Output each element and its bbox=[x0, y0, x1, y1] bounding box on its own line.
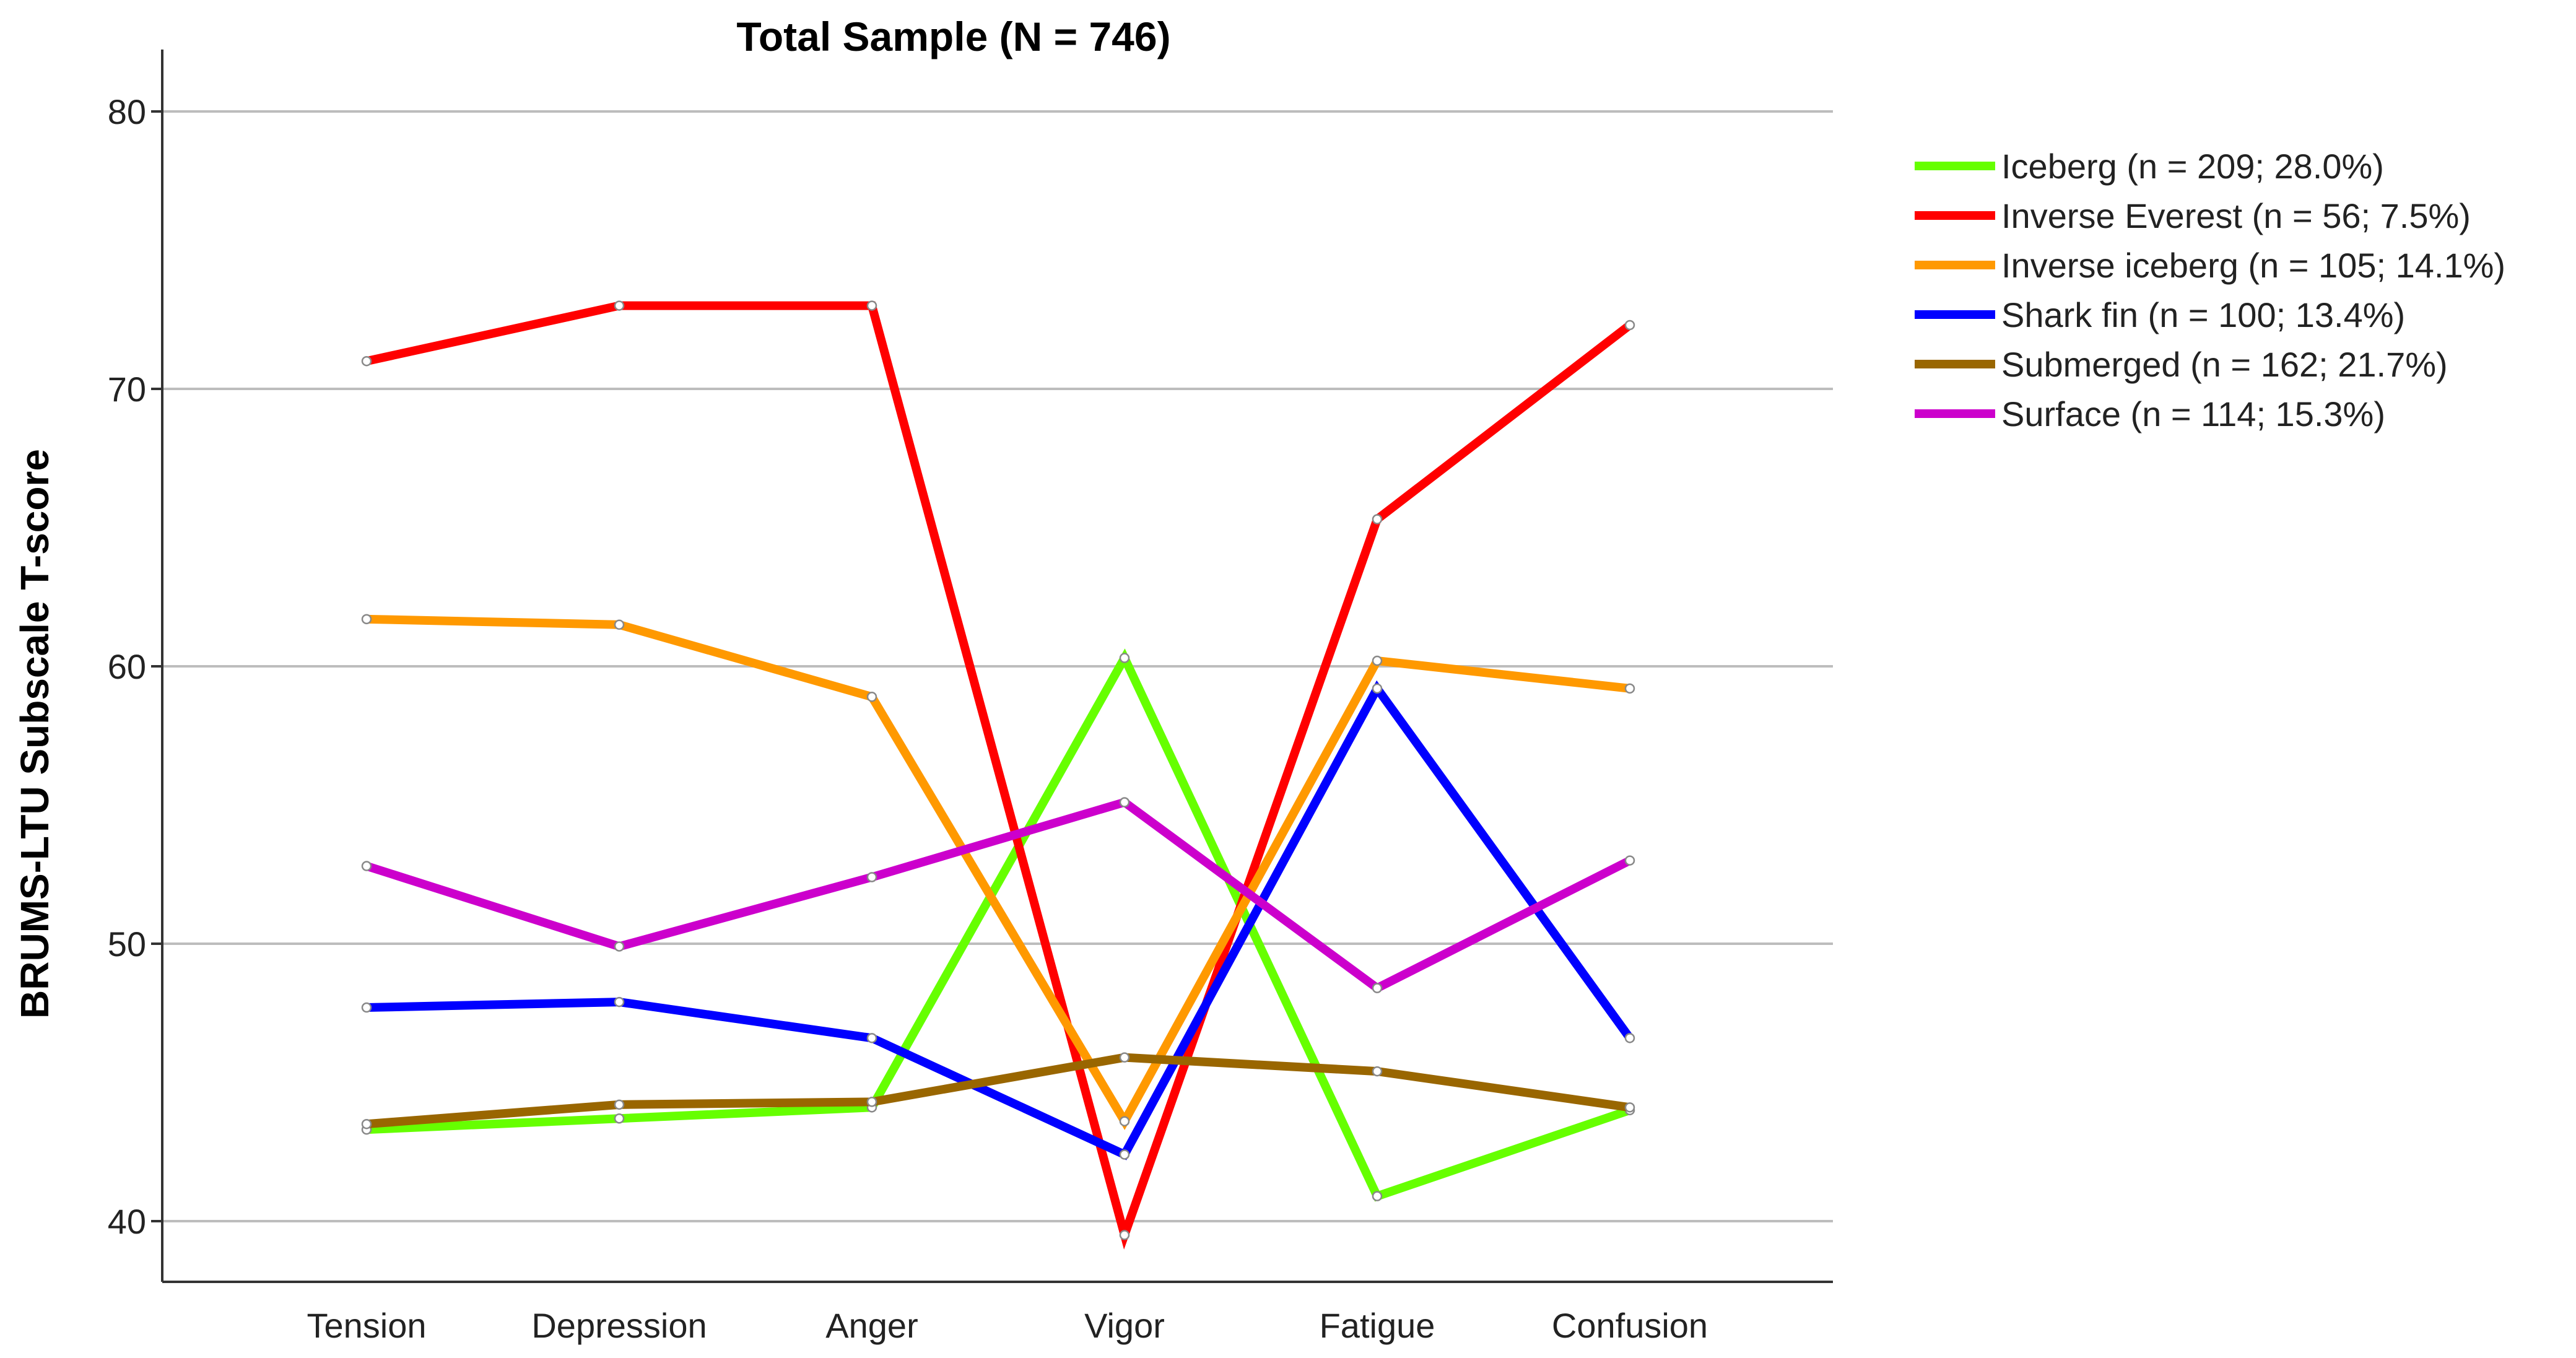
legend-label: Surface (n = 114; 15.3%) bbox=[2001, 394, 2385, 433]
data-point bbox=[866, 872, 877, 882]
series-line bbox=[366, 648, 1632, 1202]
data-point bbox=[614, 619, 625, 630]
data-point bbox=[1372, 1066, 1383, 1077]
x-tick-label: Confusion bbox=[1552, 1306, 1708, 1345]
legend-label: Shark fin (n = 100; 13.4%) bbox=[2001, 295, 2405, 334]
series-line bbox=[366, 680, 1634, 1160]
series-line bbox=[366, 614, 1630, 1130]
data-point bbox=[1372, 983, 1383, 993]
x-tick-label: Depression bbox=[531, 1306, 707, 1345]
series-line bbox=[365, 301, 1633, 1250]
data-point bbox=[1624, 683, 1635, 694]
data-point bbox=[1119, 1052, 1130, 1063]
data-point bbox=[1119, 653, 1130, 663]
data-point bbox=[361, 614, 372, 625]
x-tick-label: Tension bbox=[307, 1306, 426, 1345]
legend-label: Inverse iceberg (n = 105; 14.1%) bbox=[2001, 246, 2505, 285]
y-tick-label: 50 bbox=[108, 925, 146, 964]
data-point bbox=[1119, 1230, 1130, 1240]
y-tick-label: 80 bbox=[108, 92, 146, 131]
series-line bbox=[366, 1053, 1630, 1129]
legend-item: Shark fin (n = 100; 13.4%) bbox=[1915, 295, 2405, 334]
legend-item: Inverse iceberg (n = 105; 14.1%) bbox=[1915, 246, 2505, 285]
data-point bbox=[361, 1002, 372, 1013]
data-point bbox=[866, 1097, 877, 1107]
x-tick-label: Vigor bbox=[1084, 1306, 1165, 1345]
legend-item: Inverse Everest (n = 56; 7.5%) bbox=[1915, 196, 2471, 235]
legend-label: Submerged (n = 162; 21.7%) bbox=[2001, 345, 2448, 384]
data-point bbox=[1119, 1149, 1130, 1160]
series-1 bbox=[361, 300, 1635, 1250]
series-line bbox=[365, 797, 1632, 993]
data-point bbox=[614, 941, 625, 952]
y-tick-label: 70 bbox=[108, 370, 146, 409]
data-point bbox=[614, 996, 625, 1008]
series-lines bbox=[361, 300, 1635, 1250]
gridlines bbox=[162, 110, 1833, 1222]
y-tick-labels: 40 50 60 70 80 bbox=[108, 92, 162, 1241]
y-tick-label: 60 bbox=[108, 647, 146, 686]
chart-title: Total Sample (N = 746) bbox=[736, 14, 1170, 59]
data-point bbox=[614, 300, 625, 311]
data-point bbox=[1372, 655, 1383, 666]
data-point bbox=[1624, 855, 1635, 866]
legend-label: Iceberg (n = 209; 28.0%) bbox=[2001, 147, 2384, 186]
data-point bbox=[614, 1099, 625, 1110]
data-point bbox=[1372, 1191, 1383, 1201]
legend-item: Iceberg (n = 209; 28.0%) bbox=[1915, 147, 2384, 186]
legend-label: Inverse Everest (n = 56; 7.5%) bbox=[2001, 196, 2471, 235]
series-3 bbox=[361, 680, 1635, 1160]
x-tick-label: Anger bbox=[825, 1306, 918, 1345]
data-point bbox=[361, 1118, 372, 1129]
data-point bbox=[1624, 1033, 1635, 1043]
data-point bbox=[361, 861, 372, 871]
legend: Iceberg (n = 209; 28.0%) Inverse Everest … bbox=[1915, 147, 2505, 433]
series-5 bbox=[361, 797, 1635, 993]
y-tick-label: 40 bbox=[108, 1202, 146, 1241]
data-point bbox=[1624, 1102, 1635, 1113]
x-tick-labels: Tension Depression Anger Vigor Fatigue Confus… bbox=[307, 1306, 1708, 1345]
data-point bbox=[866, 1033, 877, 1043]
data-point bbox=[1119, 797, 1130, 807]
data-point bbox=[1372, 683, 1383, 694]
legend-item: Submerged (n = 162; 21.7%) bbox=[1915, 345, 2448, 384]
data-point bbox=[866, 300, 877, 311]
data-point bbox=[866, 692, 877, 702]
x-tick-label: Fatigue bbox=[1320, 1306, 1435, 1345]
data-point bbox=[1119, 1116, 1130, 1126]
series-2 bbox=[361, 614, 1635, 1130]
data-point bbox=[1372, 514, 1383, 524]
data-point bbox=[1624, 320, 1635, 331]
legend-item: Surface (n = 114; 15.3%) bbox=[1915, 394, 2385, 433]
series-4 bbox=[361, 1052, 1635, 1129]
data-point bbox=[361, 355, 372, 367]
y-axis-label: BRUMS-LTU Subscale T-score bbox=[12, 449, 57, 1019]
data-point bbox=[614, 1113, 625, 1124]
